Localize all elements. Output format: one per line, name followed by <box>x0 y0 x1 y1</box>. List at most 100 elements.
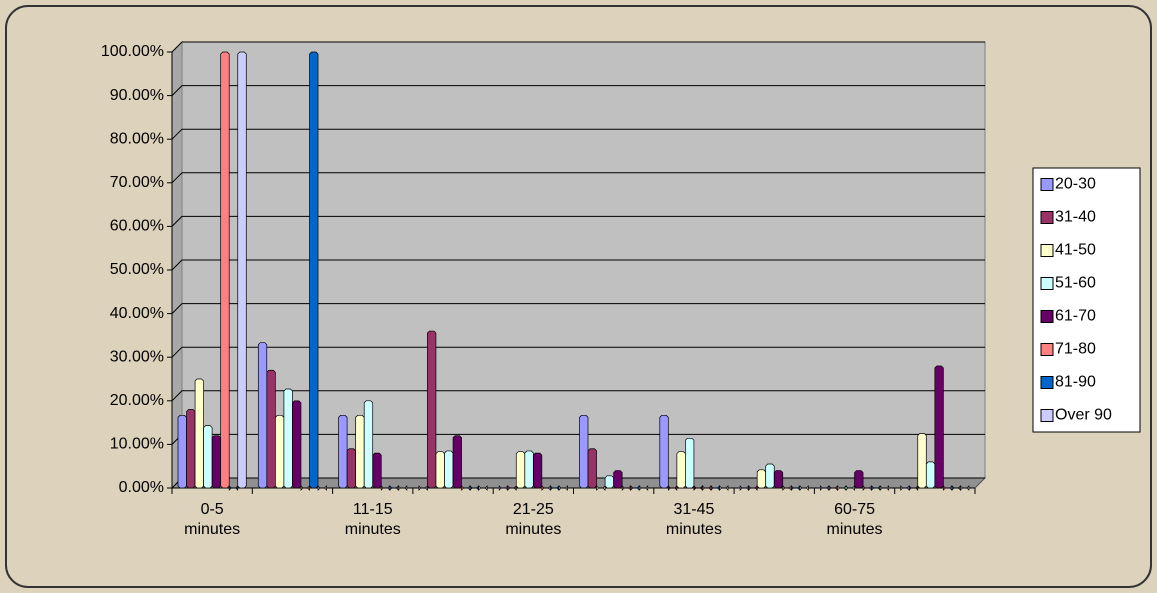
grid-line <box>171 215 985 227</box>
grid-line <box>171 390 985 402</box>
legend-box <box>1032 167 1141 433</box>
x-tick-label: 60-75 minutes <box>826 501 883 538</box>
bar <box>398 485 408 491</box>
bar <box>220 51 230 489</box>
legend-swatch <box>1040 277 1054 290</box>
bar <box>773 470 784 489</box>
bar <box>194 378 204 489</box>
bar <box>579 414 589 489</box>
bar <box>372 452 382 489</box>
bar <box>203 425 213 489</box>
y-tick-label: 20.00% <box>110 392 164 409</box>
bar <box>596 485 606 491</box>
bar <box>515 451 526 489</box>
frame <box>5 5 1152 588</box>
bar <box>418 485 428 491</box>
bar <box>427 330 437 489</box>
legend-label: 81-90 <box>1055 374 1096 391</box>
legend-swatch <box>1040 178 1054 191</box>
bar <box>237 51 247 489</box>
bar <box>799 485 809 491</box>
bar <box>748 485 758 491</box>
bar <box>355 414 365 489</box>
bar <box>587 448 597 489</box>
x-tick-label: 11-15 minutes <box>344 501 401 538</box>
bar <box>435 451 445 489</box>
bar <box>317 485 327 491</box>
bar <box>604 475 614 489</box>
bar <box>275 414 285 489</box>
y-tick-label: 60.00% <box>110 218 164 235</box>
legend-label: 51-60 <box>1055 275 1096 292</box>
bar <box>292 400 302 489</box>
y-tick-label: 10.00% <box>110 436 164 453</box>
legend-label: 41-50 <box>1055 242 1096 259</box>
grid-line <box>171 85 985 96</box>
bar <box>507 485 517 491</box>
bar <box>177 414 187 489</box>
x-tick-label: 21-25 minutes <box>505 501 562 538</box>
y-tick-label: 50.00% <box>110 261 164 278</box>
bar <box>363 400 374 489</box>
legend-label: 20-30 <box>1055 176 1096 193</box>
grid-line <box>171 346 985 358</box>
y-tick-label: 90.00% <box>110 87 164 104</box>
bar <box>309 51 319 489</box>
bar <box>925 461 936 489</box>
bar <box>756 469 767 489</box>
bar <box>444 450 454 489</box>
bar <box>854 470 864 489</box>
legend-swatch <box>1040 409 1054 422</box>
y-tick-label: 80.00% <box>110 130 164 147</box>
legend-label: 61-70 <box>1055 308 1096 325</box>
bar <box>845 485 855 491</box>
bar <box>300 485 310 491</box>
legend-swatch <box>1040 343 1054 356</box>
bar <box>532 452 543 489</box>
bar <box>186 409 196 489</box>
bar <box>638 485 649 491</box>
y-tick-label: 0.00% <box>119 479 164 496</box>
bar <box>266 369 276 489</box>
bar <box>934 365 944 489</box>
bar <box>685 437 695 489</box>
bar <box>228 485 239 491</box>
bar <box>338 414 348 489</box>
bar <box>211 435 221 489</box>
bar <box>257 342 268 489</box>
grid-line <box>171 303 985 314</box>
y-tick-label: 70.00% <box>110 174 164 191</box>
grid-line <box>171 259 985 271</box>
grid-line <box>171 41 985 53</box>
bar <box>908 485 919 491</box>
legend-swatch <box>1040 376 1054 389</box>
bar <box>283 388 293 489</box>
bar <box>659 414 669 489</box>
legend-label: 71-80 <box>1055 341 1096 358</box>
y-tick-label: 30.00% <box>110 348 164 365</box>
x-tick-label: 0-5 minutes <box>184 501 241 538</box>
bar <box>676 451 686 489</box>
bar <box>613 470 623 489</box>
bar <box>917 433 927 489</box>
bar <box>667 485 678 491</box>
bar <box>478 485 488 491</box>
bar <box>524 450 534 489</box>
y-tick-label: 100.00% <box>101 43 164 60</box>
bar <box>719 485 729 491</box>
legend-swatch <box>1040 244 1054 257</box>
bar <box>346 448 356 489</box>
legend-label: 31-40 <box>1055 209 1096 226</box>
legend-swatch <box>1040 310 1054 323</box>
bar <box>558 485 568 491</box>
grid-line <box>171 128 985 140</box>
legend-swatch <box>1040 211 1054 224</box>
bar <box>960 485 970 491</box>
grid-line <box>171 172 985 184</box>
bar <box>452 435 462 489</box>
y-tick-label: 40.00% <box>110 305 164 322</box>
bar <box>879 485 890 491</box>
bar <box>765 463 775 489</box>
